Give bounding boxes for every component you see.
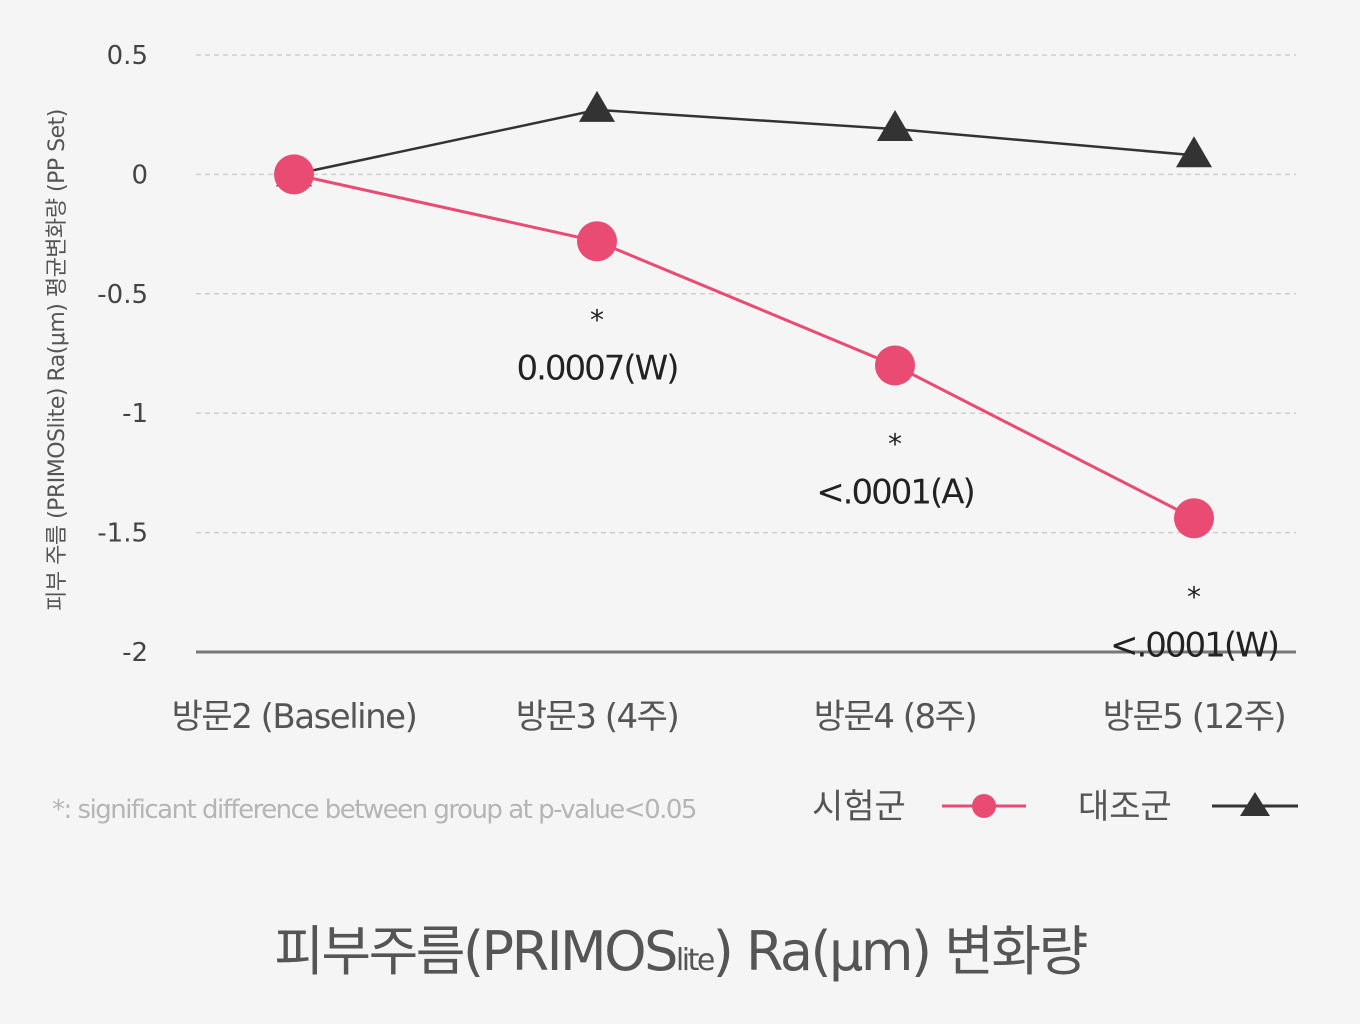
significance-star: * [590, 303, 604, 336]
chart-title-main: 피부주름(PRIMOS [274, 920, 676, 983]
p-value-label: 0.0007(W) [516, 348, 677, 388]
x-tick-label: 방문2 (Baseline) [172, 697, 417, 737]
x-tick-label: 방문4 (8주) [814, 697, 976, 737]
x-tick-label: 방문5 (12주) [1103, 697, 1286, 737]
series-line-control-group [293, 108, 1195, 176]
chart-title-rest: ) Ra(μm) 변화량 [713, 920, 1087, 983]
legend-label-control-group: 대조군 [1078, 787, 1172, 827]
annotations: * 0.0007(W) * <.0001(A) * <.0001(W) [516, 303, 1280, 665]
significance-star: * [888, 427, 902, 460]
y-axis-label: 피부 주름 (PRIMOSlite) Ra(μm) 평균변화량 (PP Set) [45, 109, 70, 611]
significance-star: * [1187, 580, 1201, 613]
series [274, 90, 1214, 539]
y-tick-label: 0.5 [107, 41, 148, 71]
y-tick-label: -1 [122, 399, 148, 429]
y-tick-label: 0 [131, 160, 148, 190]
data-point-test-group [274, 154, 314, 195]
series-line-test-group [293, 172, 1195, 520]
chart-title-subscript: lite [676, 943, 714, 978]
x-tick-label: 방문3 (4주) [516, 697, 678, 737]
legend-marker-circle [972, 794, 996, 818]
chart-title: 피부주름(PRIMOSlite) Ra(μm) 변화량 [274, 920, 1086, 983]
data-point-test-group [577, 221, 617, 262]
y-tick-label: -0.5 [97, 280, 148, 310]
legend-marker-triangle [1240, 792, 1270, 816]
footnote: *: significant difference between group … [52, 795, 696, 825]
y-axis-ticks: 0.5 0 -0.5 -1 -1.5 -2 [97, 41, 148, 668]
data-point-test-group [1174, 498, 1214, 539]
data-point-control-group [877, 110, 913, 142]
legend-label-test-group: 시험군 [812, 787, 906, 827]
legend: 시험군 대조군 [812, 787, 1298, 827]
y-tick-label: -2 [122, 638, 148, 668]
data-point-control-group [1176, 136, 1212, 168]
x-axis-ticks: 방문2 (Baseline) 방문3 (4주) 방문4 (8주) 방문5 (12주) [172, 697, 1287, 737]
data-point-control-group [579, 90, 615, 122]
data-point-test-group [875, 345, 915, 386]
gridlines [196, 54, 1296, 534]
p-value-label: <.0001(W) [1110, 625, 1278, 665]
p-value-label: <.0001(A) [816, 472, 974, 512]
y-tick-label: -1.5 [97, 519, 148, 549]
